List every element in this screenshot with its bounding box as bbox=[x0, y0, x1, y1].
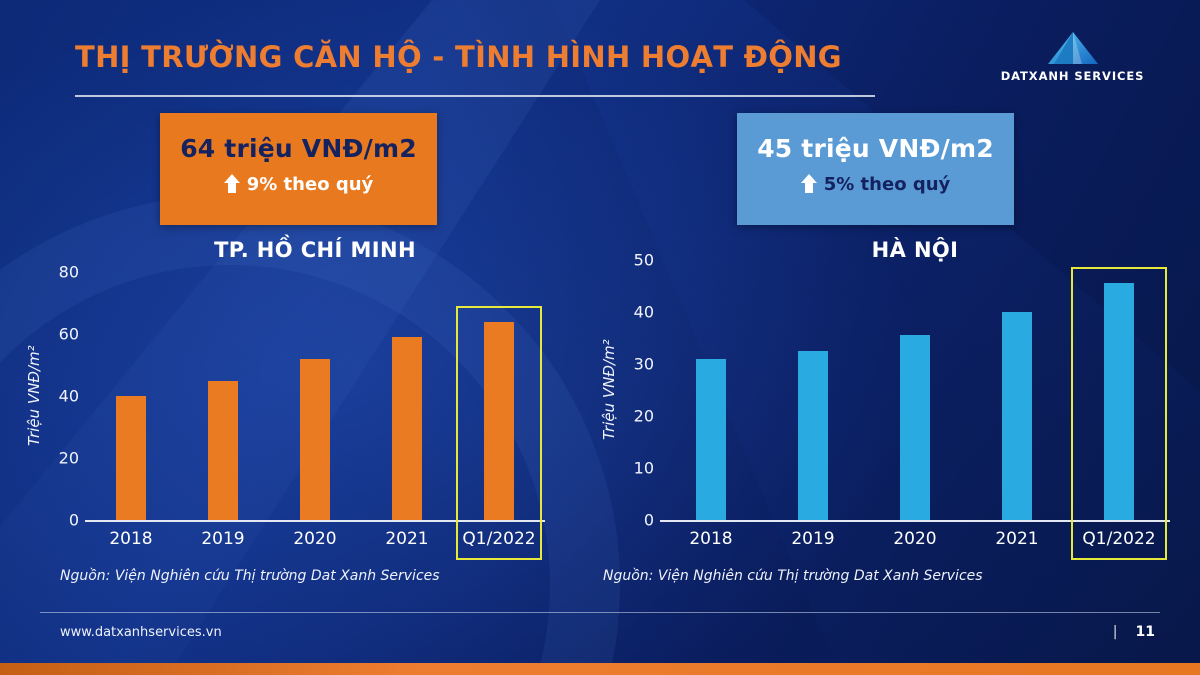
bar-column: 2020 bbox=[864, 260, 966, 549]
price-value: 64 triệu VNĐ/m2 bbox=[180, 134, 417, 163]
price-change: 5% theo quý bbox=[737, 174, 1014, 195]
x-tick-label: 2020 bbox=[893, 529, 937, 549]
price-change-text: 9% theo quý bbox=[246, 174, 374, 195]
x-tick-label: 2019 bbox=[201, 529, 245, 549]
chart-title: HÀ NỘI bbox=[871, 238, 959, 262]
y-tick-label: 40 bbox=[633, 302, 654, 322]
price-value: 45 triệu VNĐ/m2 bbox=[757, 134, 994, 163]
bar bbox=[208, 380, 238, 520]
y-tick-label: 20 bbox=[633, 406, 654, 426]
chart-hcmc: TP. HỒ CHÍ MINH Triệu VNĐ/m² 0 20 40 60 80 2… bbox=[25, 238, 545, 628]
page-number-group: | 11 bbox=[1113, 624, 1155, 640]
website-link[interactable]: www.datxanhservices.vn bbox=[60, 624, 222, 640]
bar bbox=[484, 321, 514, 520]
bar bbox=[1104, 283, 1134, 520]
bar bbox=[1002, 312, 1032, 520]
x-tick-label: 2018 bbox=[689, 529, 733, 549]
y-tick-label: 60 bbox=[58, 324, 79, 344]
bar bbox=[116, 396, 146, 520]
source-note: Nguồn: Viện Nghiên cứu Thị trường Dat Xa… bbox=[603, 568, 983, 584]
y-tick-label: 0 bbox=[643, 510, 654, 530]
price-change-text: 5% theo quý bbox=[823, 174, 951, 195]
y-axis: 0 20 40 60 80 bbox=[47, 263, 79, 530]
x-tick-label: 2021 bbox=[385, 529, 429, 549]
company-logo: DATXANH SERVICES bbox=[995, 30, 1150, 83]
bar bbox=[392, 337, 422, 520]
source-note: Nguồn: Viện Nghiên cứu Thị trường Dat Xa… bbox=[60, 568, 440, 584]
price-callout-hanoi: 45 triệu VNĐ/m2 5% theo quý bbox=[737, 113, 1014, 225]
x-tick-label: 2021 bbox=[995, 529, 1039, 549]
logo-text: DATXANH SERVICES bbox=[1000, 69, 1145, 83]
chart-hanoi: HÀ NỘI Triệu VNĐ/m² 0 10 20 30 40 50 2018 2019… bbox=[600, 238, 1170, 628]
slide-footer: www.datxanhservices.vn | 11 bbox=[60, 624, 1155, 640]
bar-column: 2019 bbox=[762, 260, 864, 549]
bar bbox=[300, 358, 330, 520]
bar-column: 2020 bbox=[269, 272, 361, 549]
plot-area: 2018 2019 2020 2021 Q1/2022 bbox=[660, 260, 1170, 560]
datxanh-logo-icon bbox=[1047, 32, 1098, 64]
x-tick-label: 2018 bbox=[109, 529, 153, 549]
up-arrow-icon bbox=[800, 174, 817, 194]
bar-column: 2018 bbox=[660, 260, 762, 549]
bar-column: 2021 bbox=[966, 260, 1068, 549]
y-tick-label: 0 bbox=[68, 510, 79, 530]
bar-column: Q1/2022 bbox=[453, 272, 545, 560]
plot-area: 2018 2019 2020 2021 Q1/2022 bbox=[85, 272, 545, 560]
bar-column: 2018 bbox=[85, 272, 177, 549]
page-title: THỊ TRƯỜNG CĂN HỘ - TÌNH HÌNH HOẠT ĐỘNG bbox=[75, 40, 842, 74]
page-separator: | bbox=[1112, 624, 1118, 640]
y-axis-title: Triệu VNĐ/m² bbox=[25, 345, 43, 447]
price-change: 9% theo quý bbox=[160, 174, 437, 195]
up-arrow-icon bbox=[223, 174, 240, 194]
y-tick-label: 40 bbox=[58, 386, 79, 406]
page-number: 11 bbox=[1135, 624, 1155, 640]
y-tick-label: 30 bbox=[633, 354, 654, 374]
price-callout-hcmc: 64 triệu VNĐ/m2 9% theo quý bbox=[160, 113, 437, 225]
y-axis-title: Triệu VNĐ/m² bbox=[600, 339, 618, 441]
bar-column: 2021 bbox=[361, 272, 453, 549]
bar bbox=[798, 351, 828, 520]
x-tick-label: 2020 bbox=[293, 529, 337, 549]
y-tick-label: 80 bbox=[58, 262, 79, 282]
bottom-accent-bar bbox=[0, 663, 1200, 675]
bar bbox=[900, 335, 930, 520]
title-underline bbox=[75, 95, 875, 97]
chart-title: TP. HỒ CHÍ MINH bbox=[214, 238, 416, 262]
bar-column: Q1/2022 bbox=[1068, 260, 1170, 560]
bar-column: 2019 bbox=[177, 272, 269, 549]
y-axis: 0 10 20 30 40 50 bbox=[622, 251, 654, 530]
y-tick-label: 50 bbox=[633, 250, 654, 270]
footer-divider bbox=[40, 612, 1160, 613]
bar bbox=[696, 358, 726, 520]
x-tick-label: Q1/2022 bbox=[462, 529, 536, 549]
y-tick-label: 20 bbox=[58, 448, 79, 468]
y-tick-label: 10 bbox=[633, 458, 654, 478]
x-tick-label: 2019 bbox=[791, 529, 835, 549]
x-tick-label: Q1/2022 bbox=[1082, 529, 1156, 549]
